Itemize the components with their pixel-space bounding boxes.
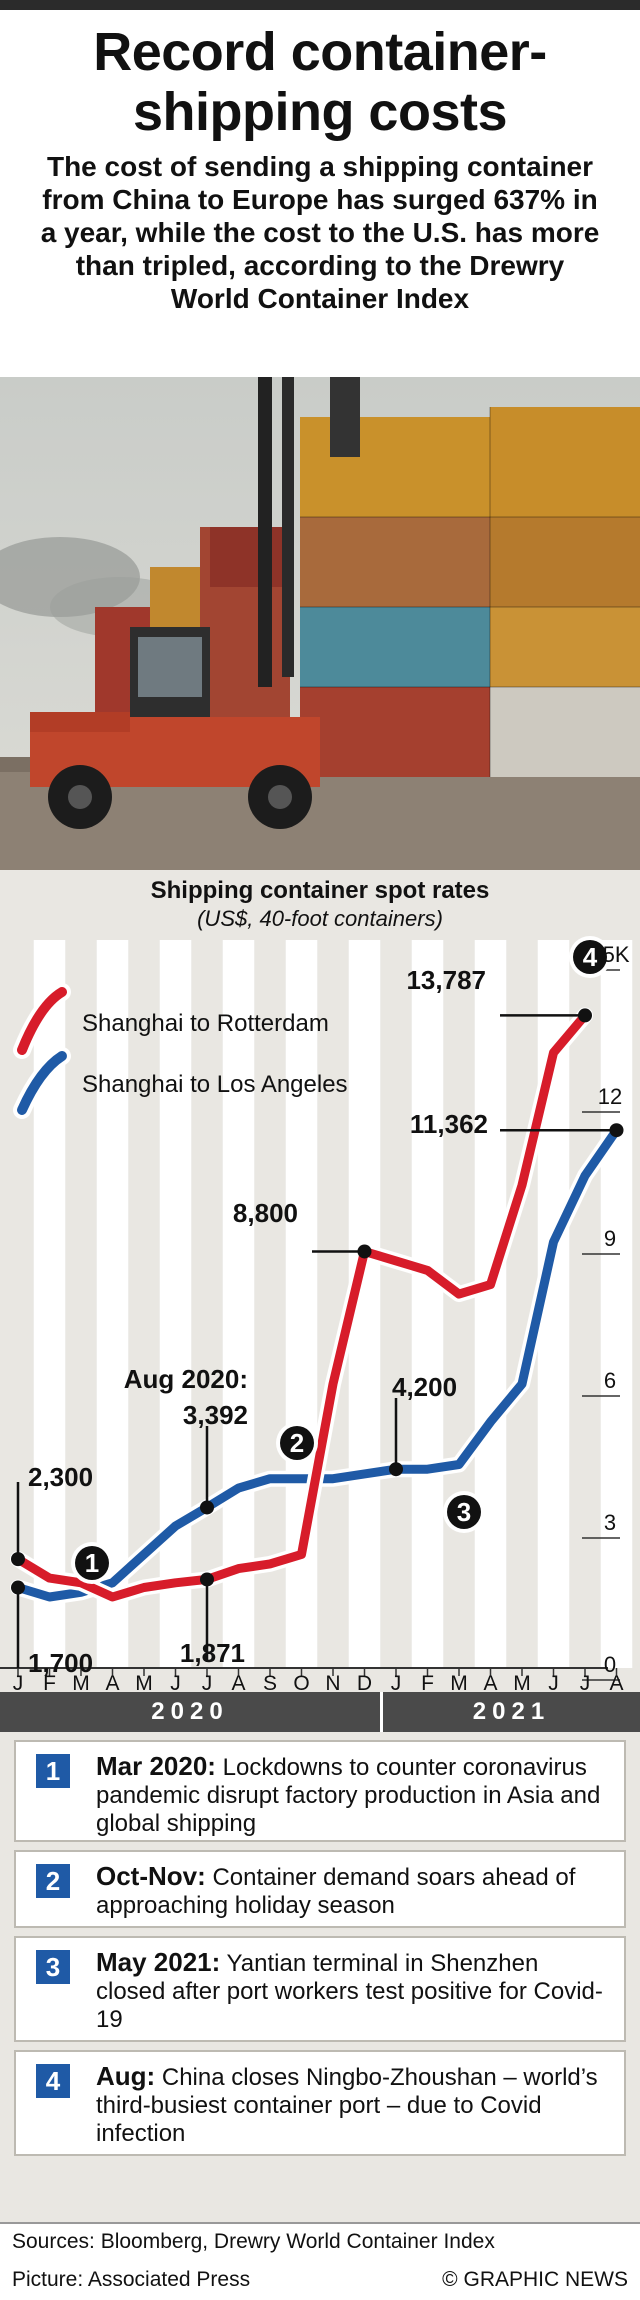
note-number: 4 — [36, 2064, 70, 2098]
legend-label-rotterdam: Shanghai to Rotterdam — [82, 1010, 329, 1037]
note-heading: Mar 2020: — [96, 1751, 216, 1781]
note-4: 4 Aug: China closes Ningbo-Zhoushan – wo… — [14, 2050, 626, 2156]
note-body: Yantian terminal in Shenzhen closed afte… — [96, 1950, 603, 2033]
page-title: Record container- shipping costs — [0, 22, 640, 142]
year-2021: 2021 — [472, 1698, 551, 1725]
footer-copyright: © GRAPHIC NEWS — [442, 2268, 628, 2291]
note-number: 3 — [36, 1950, 70, 1984]
page-subtitle: The cost of sending a shipping container… — [40, 151, 600, 314]
footer: Sources: Bloomberg, Drewry World Contain… — [0, 2222, 640, 2300]
note-heading: Aug: — [96, 2061, 156, 2091]
chart-panel — [0, 870, 640, 1692]
note-number: 1 — [36, 1754, 70, 1788]
top-bar — [0, 0, 640, 10]
year-strip: 2020 2021 — [0, 1692, 640, 1732]
event-notes: 1 Mar 2020: Lockdowns to counter coronav… — [0, 1732, 640, 2222]
note-number: 2 — [36, 1864, 70, 1898]
title-line-1: Record container- — [93, 22, 547, 82]
note-heading: May 2021: — [96, 1947, 221, 1977]
legend-label-la: Shanghai to Los Angeles — [82, 1071, 348, 1098]
note-3: 3 May 2021: Yantian terminal in Shenzhen… — [14, 1936, 626, 2042]
footer-picture-credit: Picture: Associated Press — [12, 2268, 251, 2291]
title-line-2: shipping costs — [132, 82, 508, 142]
note-text: Aug: China closes Ningbo-Zhoushan – worl… — [96, 2062, 612, 2148]
container-port-photo — [0, 377, 640, 870]
footer-sources: Sources: Bloomberg, Drewry World Contain… — [12, 2230, 495, 2253]
note-text: Oct-Nov: Container demand soars ahead of… — [96, 1862, 612, 1920]
note-body: Lockdowns to counter coronavirus pandemi… — [96, 1754, 601, 1837]
note-heading: Oct-Nov: — [96, 1861, 206, 1891]
chart-subtitle: (US$, 40-foot containers) — [197, 906, 443, 931]
note-2: 2 Oct-Nov: Container demand soars ahead … — [14, 1850, 626, 1928]
year-2020: 2020 — [151, 1698, 229, 1725]
note-text: Mar 2020: Lockdowns to counter coronavir… — [96, 1752, 612, 1838]
year-divider — [380, 1692, 383, 1732]
note-1: 1 Mar 2020: Lockdowns to counter coronav… — [14, 1740, 626, 1842]
note-body: China closes Ningbo-Zhoushan – world’s t… — [96, 2064, 598, 2147]
chart-title: Shipping container spot rates — [150, 877, 490, 904]
note-body: Container demand soars ahead of approach… — [96, 1864, 576, 1919]
note-text: May 2021: Yantian terminal in Shenzhen c… — [96, 1948, 612, 2034]
